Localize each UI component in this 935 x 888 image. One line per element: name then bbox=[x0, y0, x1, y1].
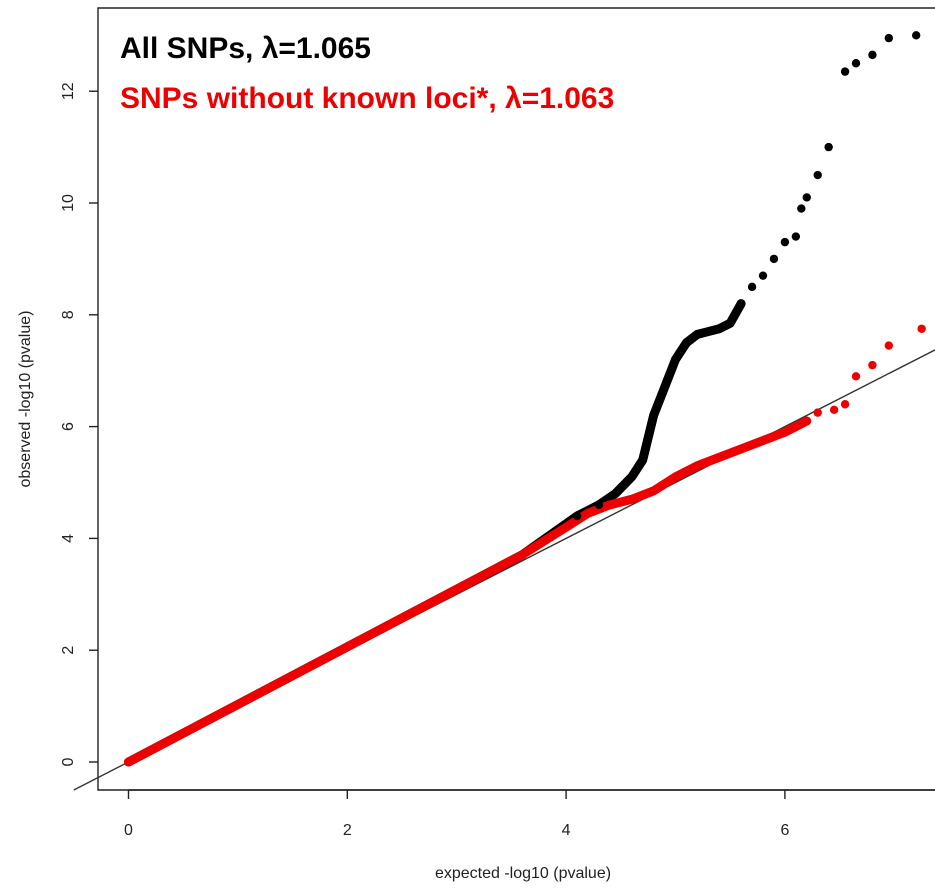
point-all-snps bbox=[824, 142, 833, 152]
point-snps-without-known-loci bbox=[917, 324, 926, 333]
y-tick-label: 6 bbox=[60, 422, 77, 431]
point-all-snps bbox=[572, 511, 582, 521]
point-snps-without-known-loci bbox=[851, 372, 861, 381]
point-snps-without-known-loci bbox=[627, 495, 636, 504]
x-tick-label: 6 bbox=[780, 822, 789, 839]
point-snps-without-known-loci bbox=[829, 405, 839, 415]
point-snps-without-known-loci bbox=[605, 500, 615, 510]
legend-snps-without-known-loci: SNPs without known loci*, λ=1.063 bbox=[120, 82, 614, 115]
point-all-snps bbox=[769, 254, 779, 264]
point-snps-without-known-loci bbox=[780, 427, 790, 437]
point-all-snps bbox=[791, 232, 801, 241]
y-axis-title: observed -log10 (pvalue) bbox=[17, 311, 34, 488]
point-all-snps bbox=[671, 355, 680, 364]
point-all-snps bbox=[660, 383, 669, 392]
point-all-snps bbox=[911, 31, 921, 40]
point-all-snps bbox=[802, 193, 811, 202]
x-tick-label: 2 bbox=[343, 822, 352, 839]
point-all-snps bbox=[758, 271, 768, 280]
point-snps-without-known-loci bbox=[840, 400, 850, 409]
point-all-snps bbox=[611, 489, 620, 498]
point-snps-without-known-loci bbox=[583, 509, 593, 518]
point-snps-without-known-loci bbox=[791, 422, 801, 431]
point-all-snps bbox=[627, 472, 636, 482]
point-snps-without-known-loci bbox=[868, 360, 877, 370]
point-all-snps bbox=[594, 500, 604, 510]
point-all-snps bbox=[726, 318, 735, 328]
y-tick-label: 12 bbox=[60, 82, 77, 100]
point-snps-without-known-loci bbox=[561, 523, 571, 532]
x-tick-label: 0 bbox=[124, 822, 133, 839]
point-snps-without-known-loci bbox=[813, 408, 822, 417]
point-all-snps bbox=[868, 50, 877, 60]
point-all-snps bbox=[797, 204, 806, 213]
y-tick-label: 2 bbox=[60, 646, 77, 655]
point-all-snps bbox=[780, 237, 790, 247]
legend-all-snps: All SNPs, λ=1.065 bbox=[120, 32, 371, 65]
y-tick-label: 0 bbox=[60, 757, 77, 766]
point-all-snps bbox=[813, 170, 822, 180]
trail-all-snps bbox=[124, 299, 746, 767]
point-all-snps bbox=[884, 33, 894, 43]
x-tick-label: 4 bbox=[562, 822, 571, 839]
y-tick-label: 8 bbox=[60, 310, 77, 319]
point-snps-without-known-loci bbox=[802, 416, 811, 426]
point-all-snps bbox=[747, 282, 757, 292]
y-tick-label: 10 bbox=[60, 194, 77, 212]
point-snps-without-known-loci bbox=[649, 486, 658, 496]
point-all-snps bbox=[851, 59, 861, 68]
point-all-snps bbox=[715, 324, 724, 333]
point-all-snps bbox=[682, 338, 691, 347]
point-snps-without-known-loci bbox=[736, 444, 746, 454]
point-snps-without-known-loci bbox=[693, 461, 702, 470]
x-axis-title: expected -log10 (pvalue) bbox=[435, 865, 611, 882]
point-all-snps bbox=[638, 455, 647, 465]
point-snps-without-known-loci bbox=[884, 341, 894, 350]
point-all-snps bbox=[649, 411, 658, 420]
point-all-snps bbox=[693, 330, 702, 339]
plot-frame bbox=[97, 7, 935, 791]
point-snps-without-known-loci bbox=[758, 436, 768, 445]
point-snps-without-known-loci bbox=[715, 453, 724, 462]
point-all-snps bbox=[736, 299, 746, 308]
point-all-snps bbox=[704, 327, 713, 336]
point-snps-without-known-loci bbox=[671, 472, 680, 482]
point-all-snps bbox=[840, 67, 850, 76]
trail-snps-without-known-loci bbox=[124, 416, 812, 767]
y-tick-label: 4 bbox=[60, 534, 77, 543]
